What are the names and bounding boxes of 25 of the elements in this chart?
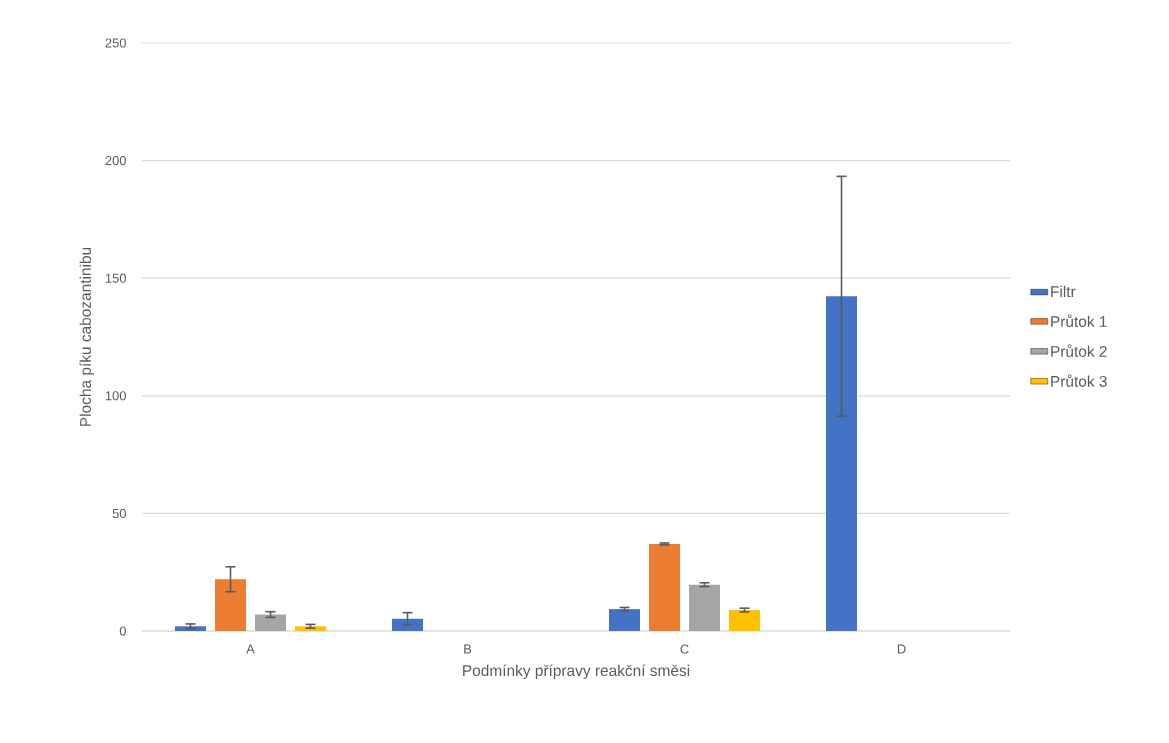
x-tick-label: A [246, 644, 255, 654]
bar [609, 609, 641, 631]
x-tick-label: D [897, 644, 906, 654]
y-tick-label: 250 [105, 38, 126, 48]
legend-label: Průtok 1 [1051, 314, 1107, 328]
bar [826, 296, 858, 631]
legend-label: Průtok 3 [1051, 374, 1107, 387]
bar [215, 579, 247, 631]
x-tick-label: C [680, 644, 689, 654]
bar [649, 543, 681, 631]
y-axis-title: Plocha píku cabozantinibu [79, 247, 95, 426]
legend-label: Filtr [1051, 285, 1076, 298]
bar [729, 610, 761, 631]
y-tick-label: 100 [105, 391, 126, 401]
x-tick-label: B [464, 644, 472, 654]
y-tick-label: 50 [112, 508, 126, 518]
legend-label: Průtok 2 [1051, 344, 1107, 357]
y-tick-label: 0 [119, 626, 126, 636]
bar [689, 584, 721, 631]
bar [255, 614, 287, 631]
y-tick-label: 150 [105, 273, 126, 283]
bar [392, 618, 424, 631]
bar [175, 626, 207, 631]
x-axis-title: Podmínky přípravy reakční směsi [463, 664, 690, 680]
y-tick-label: 200 [105, 156, 126, 166]
